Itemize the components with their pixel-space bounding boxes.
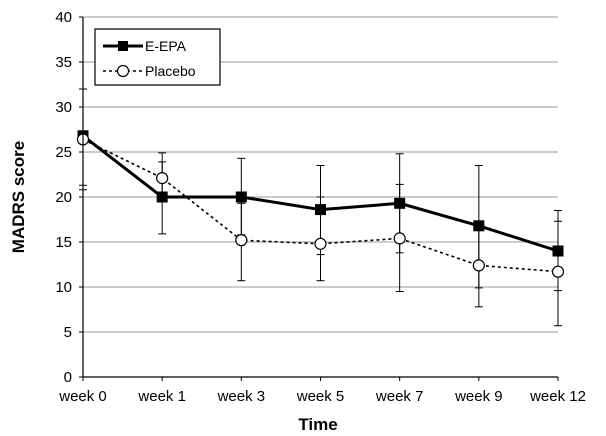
x-tick-label: week 12 (529, 388, 586, 405)
e-epa-point (552, 245, 564, 257)
e-epa-point (315, 204, 326, 216)
tick-labels: 0 5 10 15 20 25 30 35 40 week 0 week 1 week 3 week 5… (55, 9, 586, 405)
y-tick-label: 30 (55, 99, 72, 116)
legend-e-epa-marker (118, 41, 128, 51)
e-epa-point (156, 191, 168, 203)
x-tick-label: week 7 (375, 388, 424, 405)
e-epa-point (473, 220, 485, 232)
y-tick-label: 0 (64, 369, 72, 386)
placebo-point (393, 232, 406, 245)
legend-placebo-marker (116, 64, 130, 78)
placebo-point (472, 259, 485, 272)
e-epa-point (235, 191, 247, 203)
x-tick-label: week 3 (217, 388, 266, 405)
legend-placebo-label: Placebo (145, 63, 196, 79)
y-tick-label: 5 (64, 324, 72, 341)
legend-e-epa-label: E-EPA (145, 38, 187, 54)
x-tick-label: week 5 (296, 388, 345, 405)
x-tick-label: week 1 (137, 388, 186, 405)
axes (79, 16, 559, 381)
y-tick-label: 15 (55, 234, 72, 251)
y-tick-label: 35 (55, 54, 72, 71)
legend-box (94, 28, 221, 86)
placebo-point (551, 265, 565, 278)
x-axis-title: Time (298, 415, 337, 434)
y-axis-title: MADRS score (9, 141, 28, 253)
legend: E-EPA Placebo (94, 28, 221, 86)
x-tick-label: week 9 (454, 388, 503, 405)
placebo-point (314, 237, 327, 250)
y-tick-label: 10 (55, 279, 72, 296)
e-epa-point (394, 197, 406, 209)
y-tick-label: 20 (55, 189, 72, 206)
x-tick-label: week 0 (58, 388, 107, 405)
y-tick-label: 40 (55, 9, 72, 26)
y-tick-label: 25 (55, 144, 72, 161)
placebo-point (235, 234, 248, 247)
placebo-point (156, 172, 169, 185)
